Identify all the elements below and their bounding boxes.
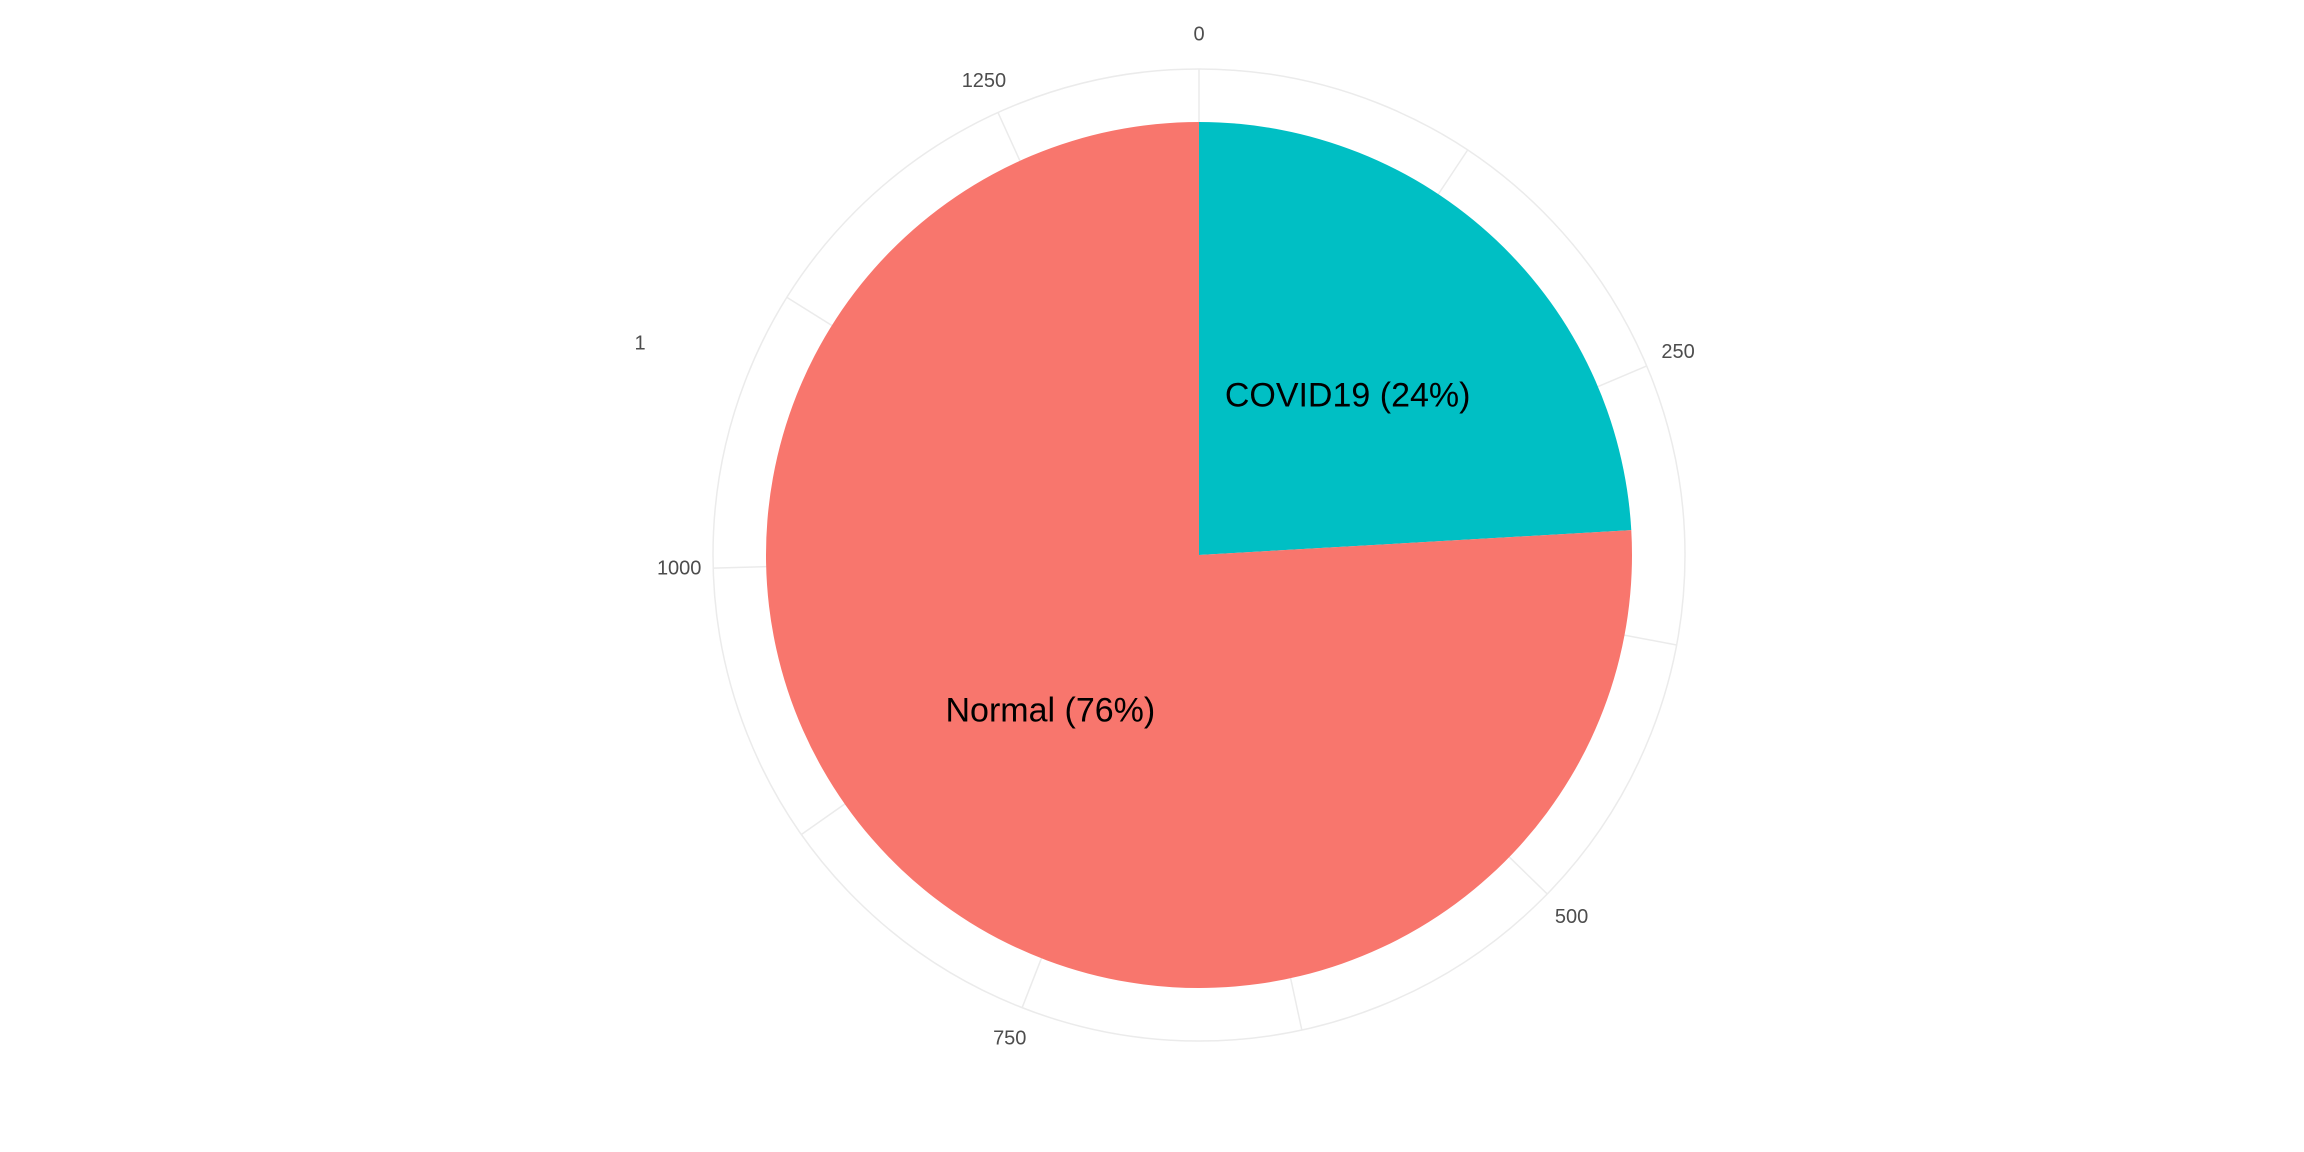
slice-label-normal: Normal (76%) xyxy=(946,691,1156,729)
theta-ticks: 0 250 500 750 1000 1250 xyxy=(657,23,1695,1049)
pie-slice-normal xyxy=(766,122,1633,988)
pie-slices xyxy=(766,122,1633,988)
theta-tick-label: 1250 xyxy=(962,70,1007,92)
theta-tick-label: 1000 xyxy=(657,557,702,579)
r-axis-label: 1 xyxy=(634,332,645,354)
slice-labels: COVID19 (24%) Normal (76%) xyxy=(946,377,1471,730)
pie-slice-covid19 xyxy=(1199,122,1632,555)
theta-tick-label: 250 xyxy=(1661,341,1694,363)
theta-tick-label: 750 xyxy=(993,1028,1026,1050)
slice-label-covid19: COVID19 (24%) xyxy=(1225,377,1471,415)
theta-tick-label: 0 xyxy=(1193,23,1204,45)
theta-tick-label: 500 xyxy=(1555,906,1588,928)
